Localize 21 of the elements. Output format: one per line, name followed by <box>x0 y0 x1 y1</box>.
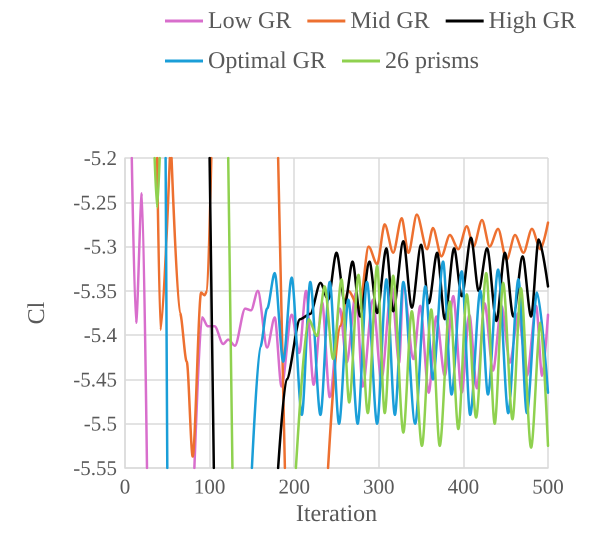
x-tick-label: 100 <box>194 474 226 498</box>
y-axis-title: Cl <box>24 301 50 324</box>
y-tick-label: -5.4 <box>84 323 118 348</box>
legend-label: High GR <box>488 8 576 34</box>
x-tick-label: 0 <box>120 474 130 498</box>
y-tick-label: -5.45 <box>73 367 117 392</box>
x-tick-label: 200 <box>278 474 310 498</box>
legend-label: 26 prisms <box>384 48 480 74</box>
x-tick-label: 500 <box>532 474 564 498</box>
y-tick-label: -5.3 <box>84 234 117 259</box>
y-tick-label: -5.5 <box>84 412 117 436</box>
y-tick-label: -5.2 <box>84 146 117 170</box>
y-tick-label: -5.55 <box>73 456 117 480</box>
x-axis-title: Iteration <box>296 501 378 527</box>
y-tick-label: -5.35 <box>73 278 117 303</box>
x-tick-label: 400 <box>448 474 480 498</box>
legend-label: Optimal GR <box>208 48 326 74</box>
legend-label: Mid GR <box>350 8 430 34</box>
legend-label: Low GR <box>208 8 292 34</box>
x-tick-label: 300 <box>363 474 395 498</box>
y-tick-label: -5.25 <box>73 190 117 214</box>
